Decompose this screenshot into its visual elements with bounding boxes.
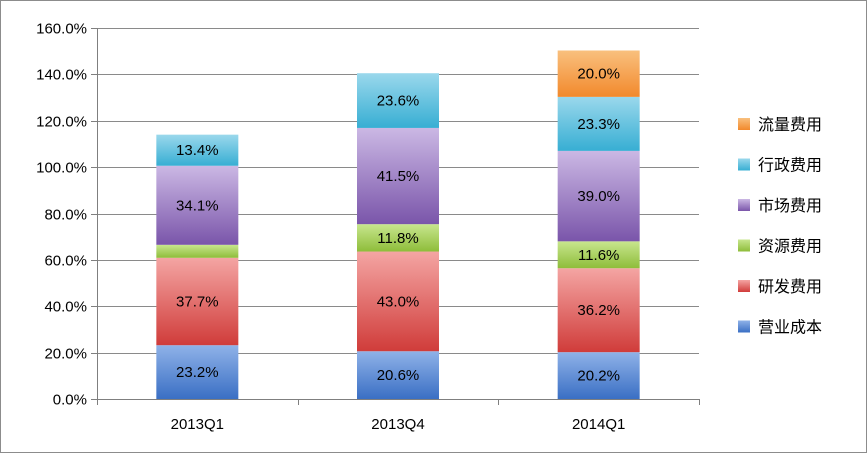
legend-label: 市场费用 [758, 197, 822, 215]
legend-label: 流量费用 [758, 116, 822, 134]
legend-swatch [738, 239, 750, 252]
bar-segment [357, 224, 439, 252]
bar-segment [156, 244, 239, 258]
x-tick-label: 2014Q1 [572, 416, 625, 433]
y-tick-label: 160.0% [36, 21, 87, 38]
data-label: 37.7% [176, 293, 219, 310]
data-label: 13.4% [176, 142, 219, 159]
y-tick-label: 100.0% [36, 160, 87, 177]
data-label: 36.2% [577, 302, 620, 319]
y-tick-label: 40.0% [44, 299, 87, 316]
x-tick-label: 2013Q4 [371, 416, 424, 433]
legend-swatch [738, 199, 750, 211]
legend-swatch [738, 158, 750, 171]
data-label: 41.5% [377, 168, 420, 185]
data-label: 23.2% [176, 364, 219, 381]
y-tick-label: 80.0% [44, 207, 87, 224]
x-axis: 2013Q1 2013Q4 2014Q1 [97, 399, 700, 433]
data-label: 39.0% [577, 188, 620, 205]
bars: 23.2% 37.7% 34.1% 13.4% 20.6% 43.0% 11.8% 41.5%… [156, 50, 640, 399]
data-label: 20.2% [577, 368, 620, 385]
data-label: 11.6% [578, 247, 619, 264]
bar-segment [357, 73, 439, 128]
data-label: 20.0% [577, 66, 620, 83]
y-tick-label: 140.0% [36, 67, 87, 84]
legend-label: 行政费用 [758, 157, 822, 175]
bar-segment [357, 251, 439, 352]
legend-swatch [738, 280, 750, 292]
bar-segment [557, 268, 640, 353]
bar-segment [557, 150, 640, 242]
bar-segment [156, 345, 239, 399]
y-tick-label: 120.0% [36, 114, 87, 131]
bar-segment [357, 351, 439, 399]
bar-segment [557, 96, 640, 151]
y-tick-label: 0.0% [53, 392, 87, 409]
legend-label: 资源费用 [758, 238, 822, 256]
bar-segment [357, 127, 439, 225]
y-tick-label: 20.0% [44, 346, 87, 363]
legend-label: 营业成本 [758, 319, 822, 337]
data-label: 34.1% [176, 197, 219, 214]
legend-swatch [738, 320, 750, 333]
legend-swatch [738, 118, 750, 130]
data-label: 23.6% [377, 93, 420, 110]
bar-segment [156, 165, 239, 245]
bar-segment [557, 241, 640, 269]
bar-segment [557, 50, 640, 97]
data-label: 20.6% [377, 367, 420, 384]
x-tick-label: 2013Q1 [171, 416, 224, 433]
data-label: 23.3% [577, 116, 620, 133]
bar-segment [156, 134, 239, 166]
y-axis: 0.0% 20.0% 40.0% 60.0% 80.0% 100.0% 120.0% 140.… [36, 21, 98, 409]
legend-label: 研发费用 [758, 278, 822, 296]
data-label: 11.8% [377, 230, 418, 247]
bar-segment [156, 257, 239, 346]
data-label: 43.0% [377, 293, 420, 310]
bar-segment [557, 352, 640, 399]
y-tick-label: 60.0% [44, 253, 87, 270]
